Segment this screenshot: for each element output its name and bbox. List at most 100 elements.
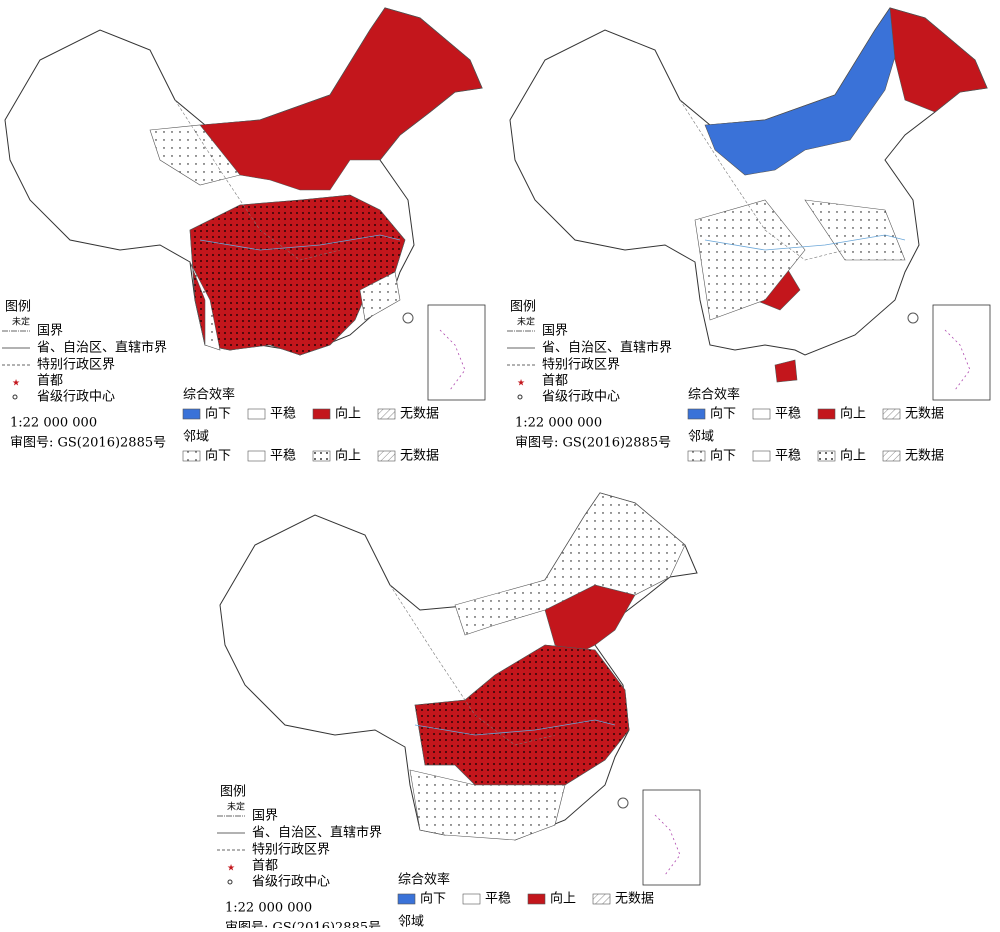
capital-symbol: ★ [517, 379, 525, 389]
legend-title: 图例 [5, 300, 31, 315]
region [774, 359, 798, 383]
legend-item: 首都 [252, 859, 278, 874]
class-label: 向下 [420, 891, 446, 907]
class-label: 向上 [550, 891, 576, 907]
inset-map [642, 789, 701, 886]
class-label: 向上 [840, 406, 866, 422]
class-label: 向上 [335, 448, 361, 464]
class-label: 无数据 [905, 449, 944, 464]
legend-item: 省级行政中心 [252, 875, 330, 890]
class-swatch [247, 450, 266, 462]
class-label: 向下 [205, 448, 231, 464]
legend-title: 图例 [510, 300, 536, 315]
legend-item: 国界 [252, 809, 278, 824]
class-label: 平稳 [270, 406, 296, 422]
legend-item: 国界 [542, 324, 568, 339]
inset-islands [654, 814, 681, 876]
class-swatch [817, 450, 836, 462]
class-swatch [752, 450, 771, 462]
legend-item: 省级行政中心 [37, 390, 115, 405]
legend-item: 省、自治区、直辖市界 [252, 825, 382, 841]
class-label: 无数据 [400, 449, 439, 464]
class-label: 平稳 [485, 891, 511, 907]
undetermined-label: 未定 [227, 801, 245, 813]
river [414, 719, 616, 736]
undetermined-label: 未定 [517, 316, 535, 328]
class-label: 向下 [205, 406, 231, 422]
region [454, 492, 686, 636]
class-swatch [182, 408, 201, 420]
class-label: 无数据 [905, 407, 944, 422]
inset-islands [439, 329, 466, 391]
class-swatch [527, 893, 546, 905]
class-title: 邻域 [398, 915, 424, 929]
legend-item: 首都 [37, 374, 63, 389]
region [889, 7, 988, 113]
region [189, 261, 221, 351]
capital-symbol: ★ [12, 379, 20, 389]
class-label: 平稳 [775, 406, 801, 422]
class-swatch [397, 893, 416, 905]
class-title: 综合效率 [183, 387, 235, 403]
approval-label: 审图号: GS(2016)2885号 [225, 921, 381, 929]
scale-label: 1:22 000 000 [10, 416, 97, 431]
region [189, 194, 406, 356]
class-swatch [687, 450, 706, 462]
inset-islands [944, 329, 971, 391]
class-swatch [817, 408, 836, 420]
legend-item: 特别行政区界 [37, 358, 115, 373]
class-swatch [312, 408, 331, 420]
inset-map [932, 304, 991, 401]
region [704, 7, 901, 176]
taiwan [907, 312, 919, 324]
legend-item: 国界 [37, 324, 63, 339]
class-title: 综合效率 [688, 387, 740, 403]
legend-item: 省、自治区、直辖市界 [37, 340, 167, 356]
center-symbol [12, 394, 18, 400]
province-border [174, 99, 341, 261]
river [199, 234, 401, 251]
region [359, 271, 401, 321]
province-border [389, 584, 556, 746]
legend-item: 首都 [542, 374, 568, 389]
inset-map [427, 304, 486, 401]
region [409, 769, 566, 841]
class-swatch [592, 893, 611, 905]
class-label: 向上 [840, 448, 866, 464]
class-swatch [247, 408, 266, 420]
class-swatch [377, 450, 396, 462]
region [694, 199, 806, 321]
taiwan [402, 312, 414, 324]
class-label: 向下 [710, 448, 736, 464]
scale-label: 1:22 000 000 [515, 416, 602, 431]
class-label: 无数据 [615, 892, 654, 907]
legend-item: 省级行政中心 [542, 390, 620, 405]
approval-label: 审图号: GS(2016)2885号 [515, 436, 671, 451]
class-label: 向下 [710, 406, 736, 422]
approval-label: 审图号: GS(2016)2885号 [10, 436, 166, 451]
class-label: 平稳 [270, 448, 296, 464]
class-title: 综合效率 [398, 872, 450, 888]
class-label: 向上 [335, 406, 361, 422]
class-swatch [882, 408, 901, 420]
class-label: 平稳 [775, 448, 801, 464]
class-title: 邻域 [688, 430, 714, 445]
center-symbol [227, 879, 233, 885]
class-swatch [182, 450, 201, 462]
legend-item: 特别行政区界 [252, 843, 330, 858]
class-swatch [882, 450, 901, 462]
legend-title: 图例 [220, 785, 246, 800]
class-label: 无数据 [400, 407, 439, 422]
class-title: 邻域 [183, 430, 209, 445]
scale-label: 1:22 000 000 [225, 901, 312, 916]
class-swatch [377, 408, 396, 420]
capital-symbol: ★ [227, 864, 235, 874]
river [704, 234, 906, 251]
class-swatch [687, 408, 706, 420]
province-border [679, 99, 846, 261]
center-symbol [517, 394, 523, 400]
class-swatch [312, 450, 331, 462]
